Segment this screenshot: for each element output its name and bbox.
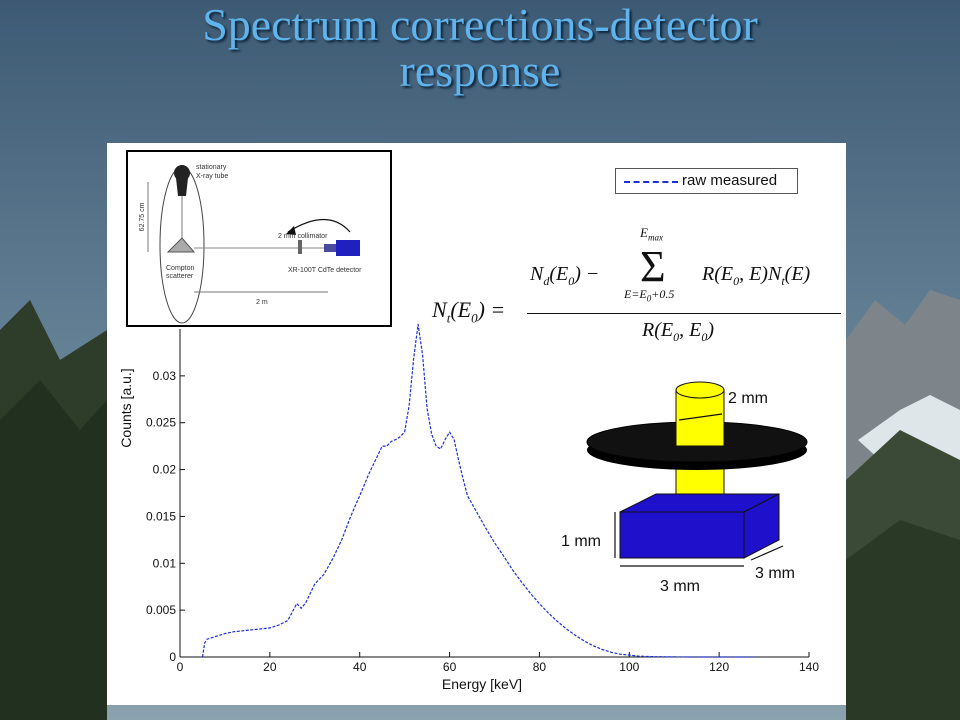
formula-sum-lower: E=E0+0.5 — [624, 287, 675, 304]
rotation-arrowhead-icon — [286, 226, 296, 235]
slide-title: Spectrum corrections-detector response — [0, 2, 960, 94]
thickness-label: 1 mm — [561, 533, 601, 550]
spectrum-chart: 0 0.005 0.01 0.015 0.02 0.025 0.03 0 20 40 60 80 10… — [118, 323, 819, 692]
slide-title-line2: response — [399, 45, 561, 96]
x-axis-label: Energy [keV] — [442, 676, 522, 692]
scatterer-icon — [166, 237, 196, 253]
y-tick-label: 0.015 — [146, 509, 176, 523]
fraction-bar — [527, 313, 841, 314]
depth-label: 3 mm — [755, 565, 795, 582]
source-label-1: stationary — [196, 164, 227, 171]
detector-schematic: 2 mm 1 mm 3 mm 3 mm — [547, 368, 846, 603]
crystal-front-face — [619, 511, 745, 559]
formula-numerator-first: Nd(E0) − — [530, 263, 600, 288]
x-tick-label: 100 — [619, 660, 639, 674]
detector-nose-icon — [324, 244, 336, 252]
formula-numerator-term: R(E0, E)Nt(E) — [702, 263, 811, 288]
deconvolution-formula: Nt(E0) = Nd(E0) − Emax Σ E=E0+0.5 R(E0, … — [432, 225, 842, 350]
y-tick-label: 0 — [169, 650, 176, 664]
x-ticks: 0 20 40 60 80 100 120 140 — [177, 652, 819, 674]
figure-panel: 0 0.005 0.01 0.015 0.02 0.025 0.03 0 20 40 60 80 10… — [107, 143, 846, 705]
detector-label: XR-100T CdTe detector — [288, 267, 362, 274]
collimator-upper-cylinder — [675, 389, 725, 447]
formula-sum-upper: Emax — [640, 225, 663, 243]
y-tick-label: 0.03 — [153, 369, 177, 383]
setup-inset: stationary X-ray tube 62.75 cm 2 mm coll… — [126, 150, 392, 327]
width-label: 3 mm — [660, 578, 700, 595]
legend-label: raw measured — [682, 172, 778, 189]
y-ticks: 0 0.005 0.01 0.015 0.02 0.025 0.03 — [146, 369, 185, 664]
rotation-arrow-icon — [287, 219, 351, 233]
formula-lhs: Nt(E0) = — [432, 297, 506, 326]
collimator-label: 2 mm collimator — [278, 233, 328, 240]
depth-arrow — [750, 545, 784, 561]
sum-symbol-icon: Σ — [640, 242, 666, 291]
x-tick-label: 20 — [263, 660, 277, 674]
x-tick-label: 40 — [353, 660, 367, 674]
crystal-side-face — [743, 493, 780, 559]
collimator-upper-cap — [675, 381, 725, 399]
chart-axes — [179, 329, 809, 658]
x-tick-label: 60 — [443, 660, 457, 674]
x-tick-label: 0 — [177, 660, 184, 674]
x-tick-label: 80 — [533, 660, 547, 674]
aperture-arrow — [678, 413, 723, 421]
height-label: 62.75 cm — [139, 202, 146, 231]
xray-tube-icon — [174, 165, 190, 181]
formula-denominator: R(E0, E0) — [642, 319, 714, 344]
y-tick-label: 0.025 — [146, 416, 176, 430]
slide-title-line1: Spectrum corrections-detector — [202, 0, 758, 50]
series-line-raw-measured — [201, 323, 756, 658]
xray-tube-body-icon — [176, 178, 188, 196]
y-tick-label: 0.02 — [153, 463, 177, 477]
y-tick-label: 0.01 — [153, 556, 177, 570]
scatterer-label-2: scatterer — [166, 273, 194, 280]
collimator-icon — [298, 240, 302, 254]
y-tick-label: 0.005 — [146, 603, 176, 617]
source-label-2: X-ray tube — [196, 173, 228, 180]
aperture-label: 2 mm — [728, 390, 768, 407]
series-group — [201, 323, 756, 658]
x-tick-label: 140 — [799, 660, 819, 674]
x-tick-label: 120 — [709, 660, 729, 674]
distance-label: 2 m — [256, 299, 268, 306]
scatterer-label-1: Compton — [166, 265, 195, 272]
y-axis-label: Counts [a.u.] — [118, 368, 134, 447]
chart-legend: raw measured — [615, 168, 798, 194]
detector-box-icon — [336, 240, 360, 256]
legend-swatch — [624, 181, 678, 183]
